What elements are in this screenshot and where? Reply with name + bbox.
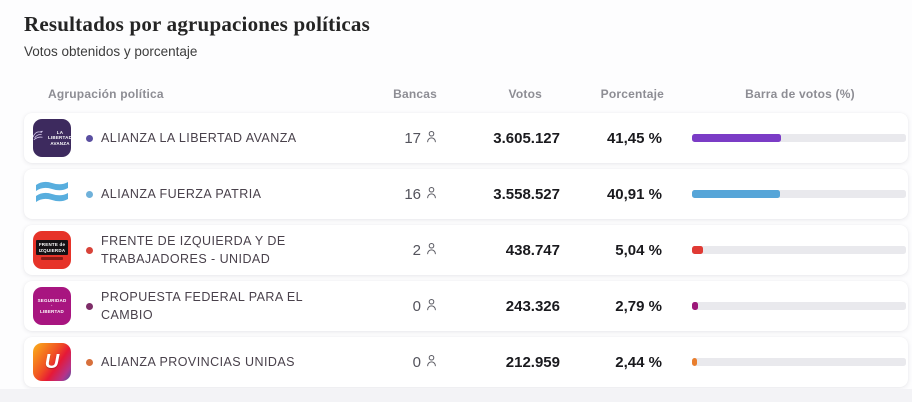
party-name: FRENTE DE IZQUIERDA Y DE TRABAJADORES - … bbox=[101, 233, 286, 266]
logo-text-line: FRENTE de bbox=[38, 241, 66, 247]
seats-cell: 0 bbox=[352, 298, 437, 315]
seats-value: 2 bbox=[412, 241, 421, 259]
party-color-bullet bbox=[86, 190, 93, 198]
votes-value: 212.959 bbox=[505, 353, 560, 371]
votes-value: 438.747 bbox=[505, 241, 560, 259]
votes-bar-fill bbox=[692, 246, 703, 254]
votes-bar-cell bbox=[666, 190, 908, 198]
page-header: Resultados por agrupaciones políticas Vo… bbox=[0, 0, 912, 59]
column-header-votes: Votos bbox=[508, 87, 542, 101]
results-table: Agrupación política Bancas Votos Porcent… bbox=[24, 73, 908, 387]
logo-text-line: LIBERTAD bbox=[48, 135, 71, 141]
votes-bar-cell bbox=[666, 302, 908, 310]
seats-value: 0 bbox=[412, 353, 421, 371]
table-row: FRENTE de IZQUIERDA FRENTE DE IZQUIERDA … bbox=[24, 225, 908, 275]
table-row: ALIANZA FUERZA PATRIA 16 3.558.527 40,91… bbox=[24, 169, 908, 219]
votes-bar-track bbox=[692, 190, 906, 198]
logo-text-line: SEGURIDAD bbox=[37, 297, 67, 303]
percentage-value: 2,44 % bbox=[615, 353, 662, 371]
fuerza-patria-logo bbox=[33, 175, 71, 213]
logo-text-line: LIBERTAD bbox=[39, 308, 64, 314]
percentage-value: 5,04 % bbox=[615, 241, 662, 259]
logo-text-line: LA bbox=[56, 129, 64, 135]
seats-cell: 2 bbox=[352, 242, 437, 259]
provincias-unidas-logo: U bbox=[33, 343, 71, 381]
column-header-votes-bar: Barra de votos (%) bbox=[745, 87, 855, 101]
table-row: SEGURIDAD · LIBERTAD PROPUESTA FEDERAL P… bbox=[24, 281, 908, 331]
eagle-icon bbox=[33, 129, 46, 147]
votes-value: 3.558.527 bbox=[493, 185, 560, 203]
seats-cell: 0 bbox=[352, 354, 437, 371]
party-color-bullet bbox=[86, 246, 93, 254]
party-color-bullet bbox=[86, 302, 93, 310]
column-header-percentage: Porcentaje bbox=[600, 87, 664, 101]
votes-value: 3.605.127 bbox=[493, 129, 560, 147]
votes-bar-cell bbox=[666, 246, 908, 254]
logo-strip bbox=[41, 257, 63, 261]
votes-bar-fill bbox=[692, 134, 781, 142]
person-icon bbox=[426, 354, 437, 371]
la-libertad-avanza-logo: LA LIBERTAD AVANZA bbox=[33, 119, 71, 157]
column-header-seats: Bancas bbox=[393, 87, 437, 101]
party-color-bullet bbox=[86, 134, 93, 142]
page-subtitle: Votos obtenidos y porcentaje bbox=[24, 44, 198, 59]
votes-bar-track bbox=[692, 358, 906, 366]
votes-bar-track bbox=[692, 134, 906, 142]
party-name: ALIANZA LA LIBERTAD AVANZA bbox=[101, 130, 297, 145]
table-row: LA LIBERTAD AVANZA ALIANZA LA LIBERTAD A… bbox=[24, 113, 908, 163]
percentage-value: 40,91 % bbox=[606, 185, 662, 203]
seats-value: 16 bbox=[404, 185, 421, 203]
person-icon bbox=[426, 298, 437, 315]
person-icon bbox=[426, 130, 437, 147]
party-cell: LA LIBERTAD AVANZA ALIANZA LA LIBERTAD A… bbox=[24, 119, 352, 157]
party-name: PROPUESTA FEDERAL PARA EL CAMBIO bbox=[101, 289, 303, 322]
percentage-value: 41,45 % bbox=[606, 129, 662, 147]
logo-text-line: · bbox=[51, 303, 53, 309]
section-divider bbox=[0, 389, 912, 402]
frente-izquierda-logo: FRENTE de IZQUIERDA bbox=[33, 231, 71, 269]
votes-bar-fill bbox=[692, 190, 780, 198]
table-row: U ALIANZA PROVINCIAS UNIDAS 0 212.959 2,… bbox=[24, 337, 908, 387]
column-header-party: Agrupación política bbox=[48, 87, 164, 101]
page-title: Resultados por agrupaciones políticas bbox=[24, 12, 370, 36]
seats-cell: 17 bbox=[352, 130, 437, 147]
votes-bar-cell bbox=[666, 358, 908, 366]
percentage-value: 2,79 % bbox=[615, 297, 662, 315]
seats-value: 0 bbox=[412, 297, 421, 315]
votes-bar-track bbox=[692, 246, 906, 254]
party-cell: U ALIANZA PROVINCIAS UNIDAS bbox=[24, 343, 352, 381]
seats-value: 17 bbox=[404, 129, 421, 147]
party-color-bullet bbox=[86, 358, 93, 366]
party-name: ALIANZA PROVINCIAS UNIDAS bbox=[101, 354, 295, 369]
votes-bar-fill bbox=[692, 358, 698, 366]
seguridad-libertad-logo: SEGURIDAD · LIBERTAD bbox=[33, 287, 71, 325]
person-icon bbox=[426, 242, 437, 259]
votes-bar-fill bbox=[692, 302, 698, 310]
party-cell: SEGURIDAD · LIBERTAD PROPUESTA FEDERAL P… bbox=[24, 287, 352, 325]
votes-bar-cell bbox=[666, 134, 908, 142]
logo-letter: U bbox=[44, 350, 60, 373]
party-name: ALIANZA FUERZA PATRIA bbox=[101, 186, 262, 201]
party-cell: FRENTE de IZQUIERDA FRENTE DE IZQUIERDA … bbox=[24, 231, 352, 269]
party-cell: ALIANZA FUERZA PATRIA bbox=[24, 175, 352, 213]
logo-text-line: IZQUIERDA bbox=[38, 247, 66, 253]
flag-waves-icon bbox=[33, 177, 71, 212]
logo-text-line: AVANZA bbox=[50, 140, 70, 146]
votes-value: 243.326 bbox=[505, 297, 560, 315]
table-header-row: Agrupación política Bancas Votos Porcent… bbox=[24, 73, 908, 113]
seats-cell: 16 bbox=[352, 186, 437, 203]
person-icon bbox=[426, 186, 437, 203]
votes-bar-track bbox=[692, 302, 906, 310]
